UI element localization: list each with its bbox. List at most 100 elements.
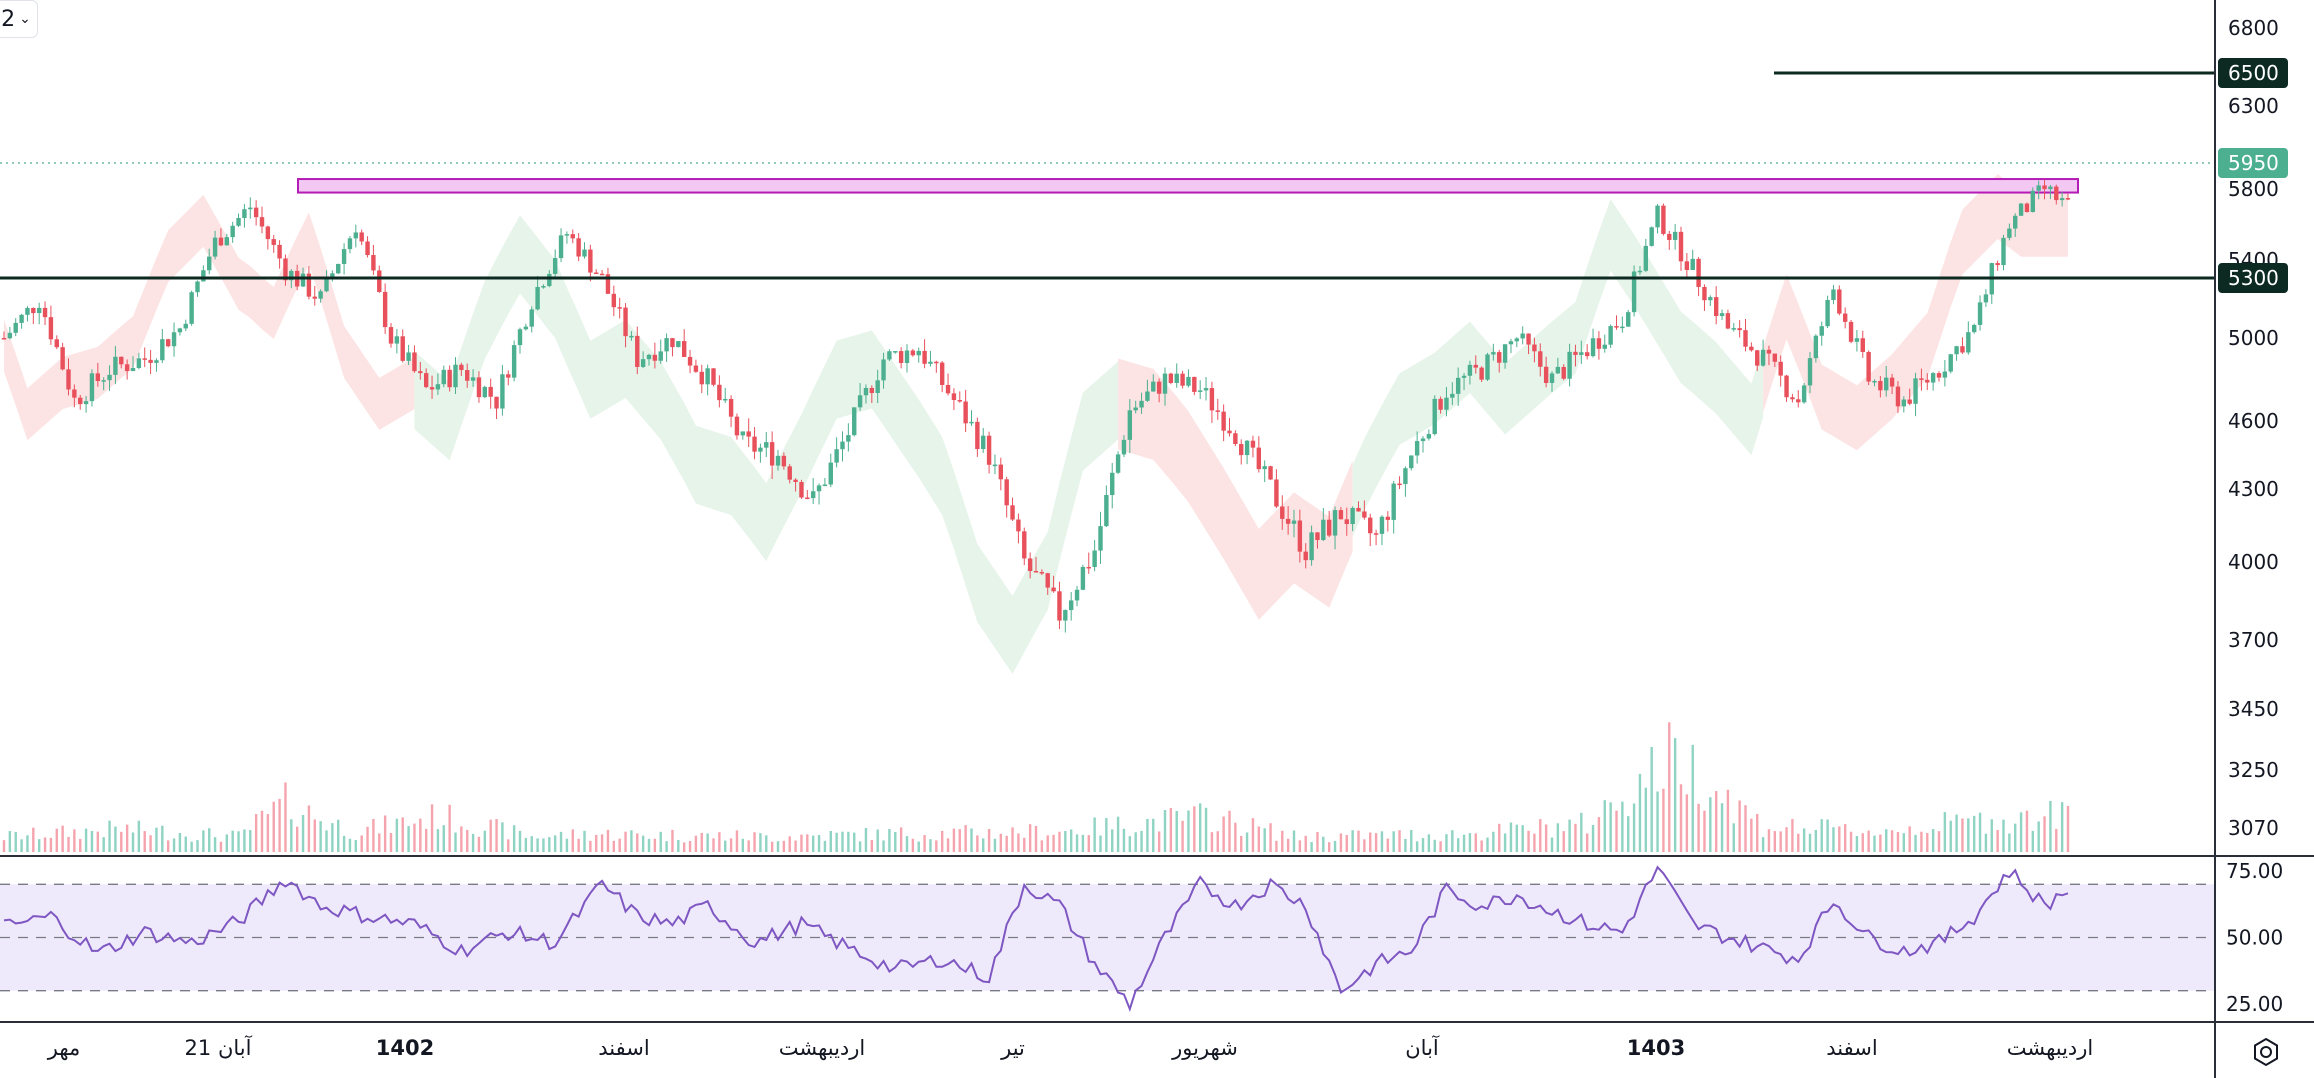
candle-body — [916, 350, 921, 356]
time-axis[interactable]: مهر 21 آبان 1402 اسفند اردیبهشت تیر شهریور آبان… — [47, 1035, 2094, 1060]
volume-bar — [483, 830, 487, 852]
candle-body — [1942, 371, 1948, 378]
candle-body — [2018, 203, 2024, 216]
candle-body — [230, 225, 235, 238]
rsi-tick-label: 25.00 — [2226, 992, 2283, 1016]
volume-bar — [946, 838, 950, 852]
candle-body — [1491, 352, 1496, 355]
candle-body — [1262, 466, 1267, 470]
volume-bar — [1316, 831, 1319, 852]
candle-body — [1567, 351, 1572, 379]
candle-body — [2030, 190, 2036, 212]
candle-body — [1807, 358, 1813, 386]
volume-bar — [1873, 835, 1876, 852]
rsi-tick-label: 75.00 — [2226, 859, 2283, 883]
volume-bar — [102, 837, 105, 852]
candle-body — [1022, 531, 1027, 559]
time-tick-label: اردیبهشت — [779, 1036, 866, 1060]
candle-body — [201, 270, 206, 282]
rsi-axis[interactable]: 75.00 50.00 25.00 — [2226, 859, 2283, 1016]
volume-bar — [395, 818, 399, 852]
chart-settings-button[interactable] — [2246, 1032, 2286, 1072]
volume-bar — [899, 827, 903, 852]
candle-body — [681, 341, 687, 357]
volume-bar — [782, 840, 786, 852]
volume-bar — [759, 833, 762, 852]
candle-body — [945, 384, 951, 394]
volume-bar — [976, 835, 979, 852]
candle-body — [1672, 231, 1678, 240]
candle-body — [1678, 231, 1684, 262]
candle-body — [1936, 373, 1942, 378]
volume-bar — [73, 829, 76, 852]
volume-bar — [1861, 833, 1864, 852]
candle-body — [1667, 233, 1672, 240]
candle-body — [289, 270, 294, 281]
candle-body — [1901, 399, 1907, 407]
candle-body — [1813, 335, 1819, 359]
volume-bar — [1081, 834, 1085, 852]
candlesticks — [1, 179, 2071, 633]
volume-bar — [1609, 802, 1612, 852]
volume-bar — [1503, 833, 1507, 852]
volume-bar — [1351, 830, 1354, 852]
volume-bar — [1327, 842, 1331, 852]
volume-bar — [1773, 831, 1777, 852]
candle-body — [1907, 399, 1912, 404]
candle-body — [934, 361, 939, 364]
candle-body — [400, 336, 405, 361]
volume-bar — [1163, 810, 1167, 852]
volume-bar — [1539, 819, 1542, 852]
candle-body — [83, 401, 89, 405]
volume-bar — [800, 834, 803, 852]
volume-bar — [360, 835, 363, 852]
settings-icon — [2254, 1037, 2278, 1067]
candle-body — [494, 396, 499, 409]
candle-body — [986, 435, 992, 465]
volume-bar — [970, 828, 973, 852]
candle-body — [429, 387, 435, 390]
candle-body — [1831, 289, 1836, 300]
candle-body — [136, 358, 142, 369]
candle-body — [1092, 550, 1097, 567]
price-badge-label: 5950 — [2228, 151, 2279, 175]
price-badge — [2218, 58, 2288, 88]
volume-bar — [1597, 817, 1601, 852]
candle-body — [171, 332, 177, 347]
candle-body — [1514, 338, 1520, 342]
candle-body — [500, 374, 505, 409]
candle-body — [195, 281, 200, 293]
volume-bar — [1445, 834, 1448, 852]
candle-body — [875, 380, 880, 394]
volume-bar — [155, 827, 158, 852]
candle-body — [1285, 518, 1291, 524]
volume-bar — [806, 834, 809, 852]
price-badge — [2218, 148, 2288, 178]
candle-body — [1837, 289, 1842, 314]
volume-bar — [1627, 816, 1630, 852]
interval-button[interactable]: 2 ⌄ — [0, 0, 38, 38]
volume-bar — [260, 810, 264, 852]
price-axis[interactable]: 6800630058005400500046004300400037003450… — [2228, 16, 2279, 840]
volume-bar — [1005, 835, 1008, 852]
volume-bar — [776, 841, 780, 852]
candle-body — [1239, 443, 1244, 456]
candle-body — [1110, 472, 1115, 496]
resistance-zone[interactable] — [297, 178, 2079, 194]
volume-bar — [1808, 833, 1812, 852]
candle-body — [406, 352, 411, 361]
volume-bar — [536, 838, 539, 852]
candle-body — [1180, 373, 1185, 386]
volume-bar — [1685, 794, 1689, 852]
candle-body — [635, 335, 640, 367]
volume-bar — [770, 841, 774, 852]
candle-body — [1702, 286, 1707, 301]
candle-body — [564, 234, 570, 236]
candle-body — [846, 435, 851, 442]
volume-bar — [1310, 842, 1313, 852]
volume-bar — [665, 841, 668, 852]
volume-bar — [1034, 825, 1038, 852]
candle-body — [1649, 227, 1654, 246]
candle-body — [1039, 572, 1045, 574]
